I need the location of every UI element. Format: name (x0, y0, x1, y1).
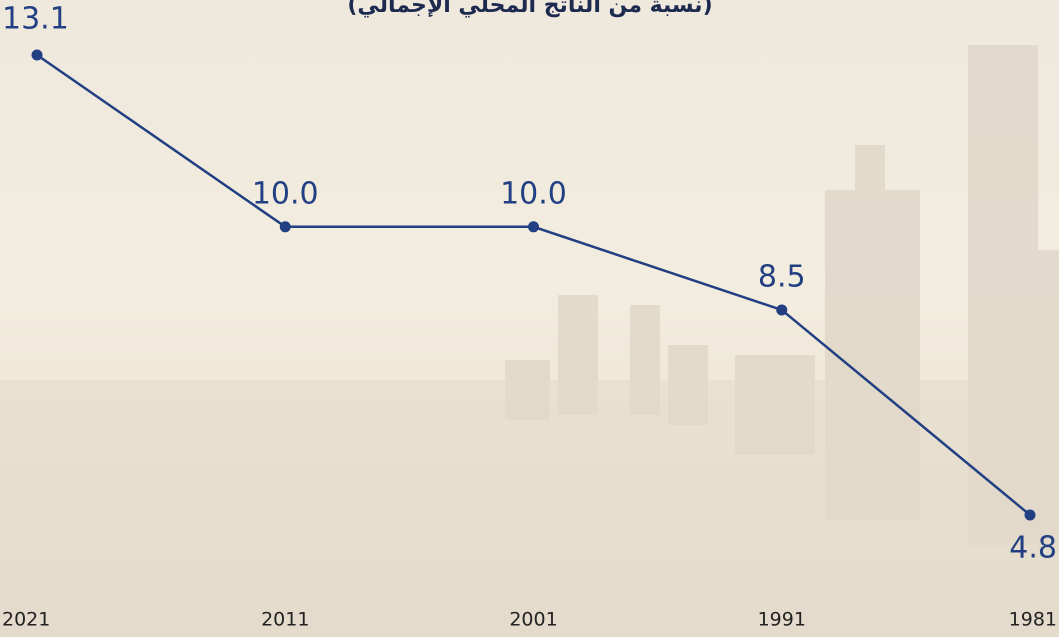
x-tick-label: 2011 (261, 609, 309, 631)
value-label: 10.0 (500, 176, 567, 211)
chart-subtitle: (نسبة من الناتج المحلي الإجمالي) (347, 0, 712, 18)
value-label: 13.1 (2, 2, 69, 37)
point (776, 304, 787, 315)
point (280, 221, 291, 232)
page: (نسبة من الناتج المحلي الإجمالي) 2021 201… (0, 0, 1059, 637)
x-tick-label: 1991 (758, 609, 806, 631)
x-tick-label: 1981 (1009, 609, 1057, 631)
point (528, 221, 539, 232)
chart: (نسبة من الناتج المحلي الإجمالي) 2021 201… (0, 0, 1059, 637)
value-label: 4.8 (1009, 531, 1057, 566)
city-ground (0, 380, 1059, 637)
point (32, 50, 43, 61)
value-label: 10.0 (252, 176, 319, 211)
value-label: 8.5 (758, 259, 806, 294)
point (1025, 510, 1036, 521)
x-tick-label: 2021 (2, 609, 50, 631)
x-tick-label: 2001 (509, 609, 557, 631)
